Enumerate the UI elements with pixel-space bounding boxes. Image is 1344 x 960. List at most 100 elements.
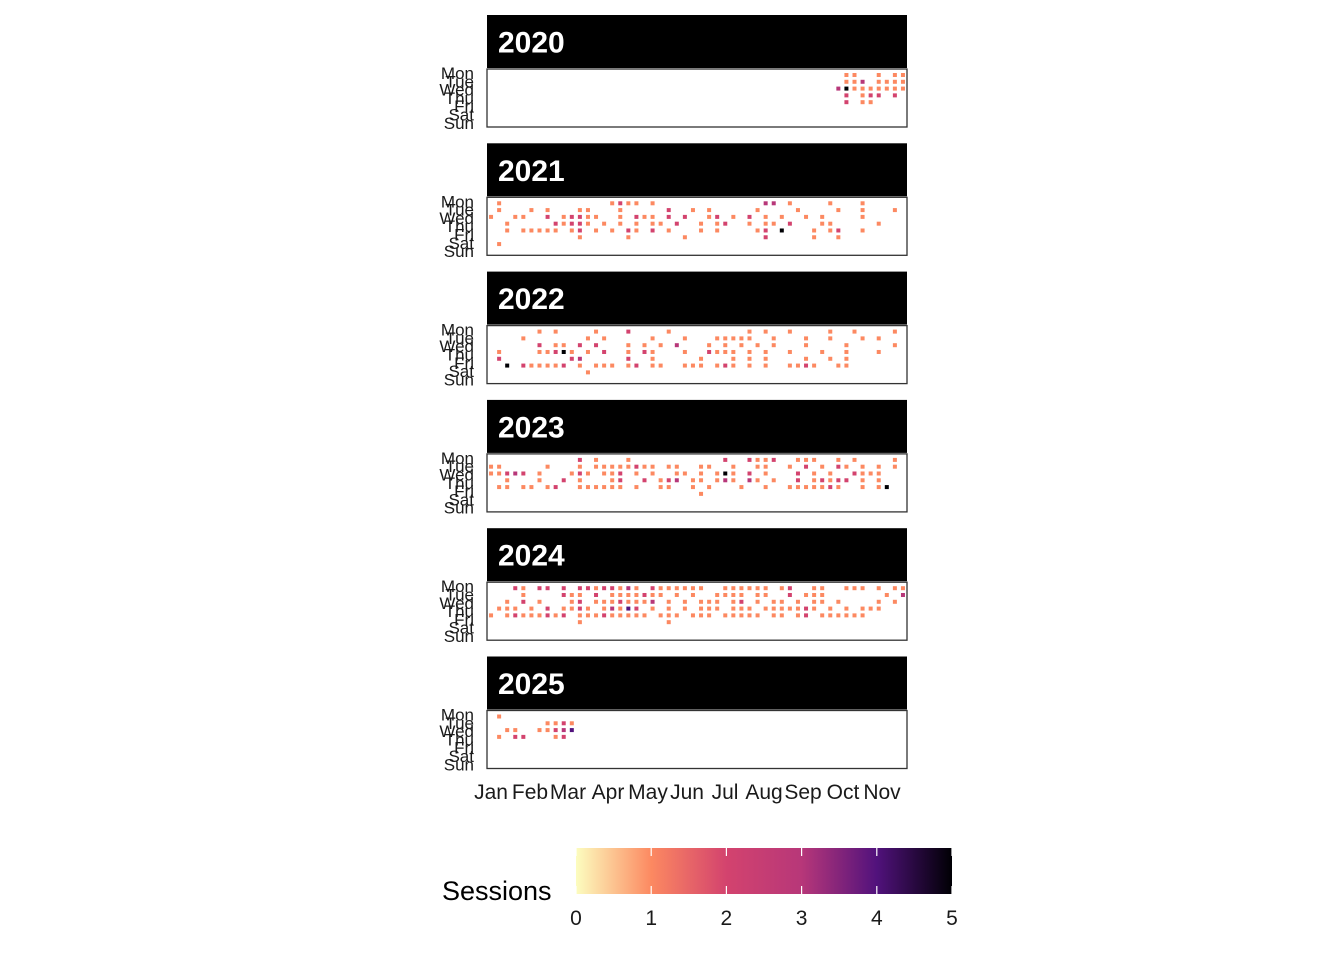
month-label: Jan <box>474 781 508 804</box>
heatmap-cell <box>642 214 647 219</box>
heatmap-cell <box>505 363 510 368</box>
heatmap-cell <box>537 343 542 348</box>
heatmap-cell <box>674 613 679 618</box>
heatmap-cell <box>836 464 841 469</box>
heatmap-cell <box>787 363 792 368</box>
heatmap-cell <box>674 343 679 348</box>
heatmap-cell <box>860 93 865 98</box>
heatmap-cell <box>739 592 744 597</box>
heatmap-cell <box>876 79 881 84</box>
legend-tick-label: 2 <box>721 907 733 930</box>
heatmap-cell <box>884 485 889 490</box>
heatmap-cell <box>892 586 897 591</box>
heatmap-cell <box>836 228 841 233</box>
heatmap-cell <box>626 329 631 334</box>
month-label: Jun <box>670 781 704 804</box>
heatmap-cell <box>634 363 639 368</box>
heatmap-cell <box>650 221 655 226</box>
heatmap-cell <box>731 606 736 611</box>
heatmap-cell <box>860 201 865 206</box>
heatmap-cell <box>594 613 599 618</box>
heatmap-cell <box>804 363 809 368</box>
heatmap-cell <box>723 457 728 462</box>
heatmap-cell <box>553 349 558 354</box>
weekday-label: Wed <box>439 722 474 741</box>
heatmap-cell <box>561 613 566 618</box>
heatmap-cell <box>634 613 639 618</box>
heatmap-cell <box>755 586 760 591</box>
heatmap-cell <box>650 464 655 469</box>
heatmap-cell <box>804 214 809 219</box>
heatmap-cell <box>666 478 671 483</box>
heatmap-cell <box>650 363 655 368</box>
heatmap-cell <box>763 457 768 462</box>
heatmap-cell <box>763 201 768 206</box>
heatmap-cell <box>715 471 720 476</box>
heatmap-cell <box>707 343 712 348</box>
heatmap-cell <box>553 363 558 368</box>
heatmap-cell <box>626 235 631 240</box>
heatmap-cell <box>779 599 784 604</box>
heatmap-cell <box>626 464 631 469</box>
heatmap-cell <box>892 464 897 469</box>
heatmap-cell <box>513 214 518 219</box>
heatmap-cell <box>860 86 865 91</box>
heatmap-cell <box>666 586 671 591</box>
heatmap-cell <box>787 586 792 591</box>
heatmap-cell <box>860 228 865 233</box>
heatmap-cell <box>618 613 623 618</box>
weekday-label: Thu <box>445 217 474 236</box>
heatmap-cell <box>787 221 792 226</box>
heatmap-cell <box>602 336 607 341</box>
heatmap-cell <box>537 728 542 733</box>
weekday-label: Fri <box>454 97 474 116</box>
heatmap-cell <box>497 485 502 490</box>
heatmap-cell <box>521 599 526 604</box>
facet-strip-label: 2020 <box>498 27 565 60</box>
heatmap-cell <box>674 471 679 476</box>
heatmap-cell <box>626 592 631 597</box>
heatmap-cell <box>602 221 607 226</box>
heatmap-cell <box>731 363 736 368</box>
heatmap-cell <box>634 228 639 233</box>
heatmap-cell <box>715 599 720 604</box>
heatmap-cell <box>674 478 679 483</box>
weekday-label: Tue <box>445 457 474 476</box>
heatmap-cell <box>779 228 784 233</box>
heatmap-cell <box>553 343 558 348</box>
heatmap-cell <box>497 242 502 247</box>
heatmap-cell <box>618 599 623 604</box>
heatmap-cell <box>658 592 663 597</box>
heatmap-cell <box>521 613 526 618</box>
heatmap-cell <box>602 606 607 611</box>
legend-colorbar <box>576 848 952 894</box>
heatmap-cell <box>828 336 833 341</box>
heatmap-cell <box>594 214 599 219</box>
heatmap-cell <box>650 606 655 611</box>
heatmap-cell <box>812 235 817 240</box>
heatmap-cell <box>763 349 768 354</box>
heatmap-cell <box>860 485 865 490</box>
heatmap-cell <box>513 728 518 733</box>
heatmap-cell <box>505 471 510 476</box>
heatmap-cell <box>626 613 631 618</box>
facet-strip-label: 2021 <box>498 155 565 188</box>
heatmap-cell <box>892 457 897 462</box>
heatmap-cell <box>876 336 881 341</box>
heatmap-cell <box>489 471 494 476</box>
heatmap-cell <box>892 329 897 334</box>
heatmap-cell <box>642 464 647 469</box>
heatmap-cell <box>795 208 800 213</box>
heatmap-cell <box>561 728 566 733</box>
heatmap-cell <box>876 464 881 469</box>
month-label: Sep <box>784 781 821 804</box>
heatmap-cell <box>529 613 534 618</box>
heatmap-cell <box>836 363 841 368</box>
heatmap-cell <box>820 478 825 483</box>
heatmap-cell <box>876 221 881 226</box>
heatmap-cell <box>682 349 687 354</box>
weekday-label: Sun <box>444 114 474 133</box>
heatmap-cell <box>820 599 825 604</box>
heatmap-cell <box>731 592 736 597</box>
heatmap-cell <box>634 471 639 476</box>
